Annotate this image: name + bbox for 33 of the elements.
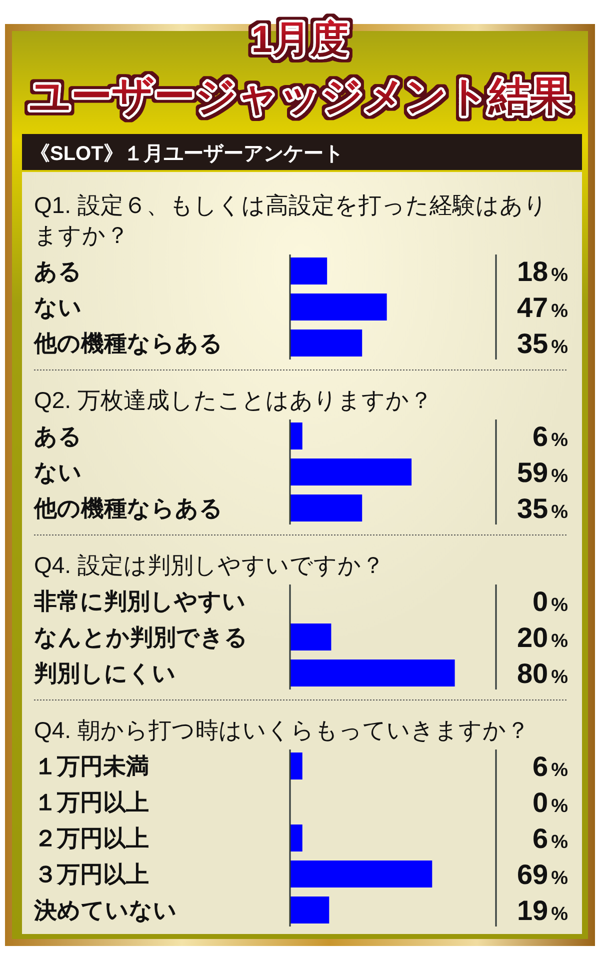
title: Q4. 朝から打つ時はいくらもっていきますか？ — [34, 717, 530, 743]
value-label: 6% — [532, 751, 568, 782]
subheading: 《SLOT》１月ユーザーアンケート — [30, 143, 344, 165]
category-label: 決めていない — [34, 897, 177, 923]
value-label: 0% — [532, 787, 568, 818]
value-label: 0% — [532, 586, 568, 617]
category-label: ２万円以上 — [34, 825, 149, 851]
category-label: １万円以上 — [34, 789, 149, 815]
value-label: 47% — [516, 292, 568, 323]
category-label: ない — [34, 294, 82, 320]
value-label: 80% — [516, 658, 568, 689]
value-label: 35% — [516, 493, 568, 524]
category-label: 他の機種ならある — [34, 495, 223, 521]
category-label: １万円未満 — [34, 753, 149, 779]
value-label: 19% — [516, 895, 568, 926]
category-label: なんとか判別できる — [34, 624, 248, 650]
category-label: ある — [34, 423, 82, 449]
title: Q1. 設定６、もしくは高設定を打った経験はありますか？ — [34, 192, 548, 248]
category-label: ない — [34, 459, 82, 485]
category-label: 判別しにくい — [34, 660, 176, 686]
category-label: ３万円以上 — [34, 861, 149, 887]
value-label: 18% — [516, 256, 568, 287]
value-label: 35% — [516, 328, 568, 359]
category-label: ある — [34, 258, 82, 284]
value-label: 69% — [516, 859, 568, 890]
value-label: 6% — [532, 421, 568, 452]
title: Q2. 万枚達成したことはありますか？ — [34, 387, 432, 413]
title: Q4. 設定は判別しやすいですか？ — [34, 552, 384, 578]
category-label: 他の機種ならある — [34, 330, 223, 356]
category-label: 非常に判別しやすい — [34, 588, 246, 614]
value-label: 20% — [516, 622, 568, 653]
value-label: 59% — [516, 457, 568, 488]
value-label: 6% — [532, 823, 568, 854]
